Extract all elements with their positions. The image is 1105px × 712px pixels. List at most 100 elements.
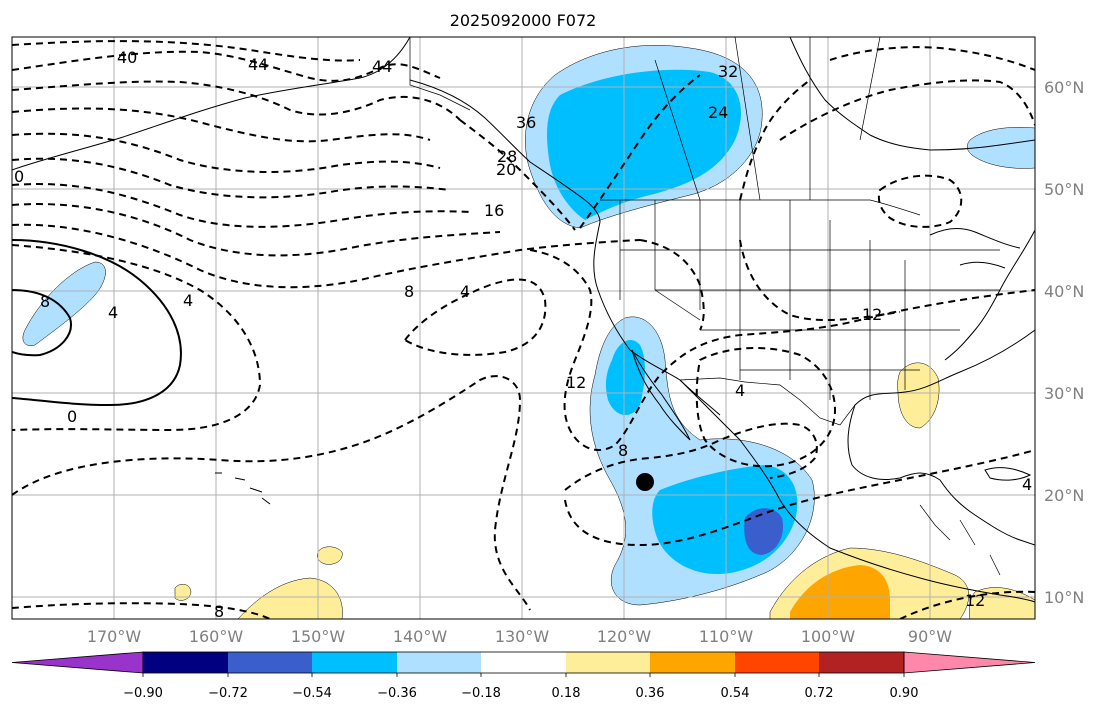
contour-line <box>529 249 1035 451</box>
contour-label: 0 <box>67 407 77 426</box>
contour-label: 4 <box>735 381 745 400</box>
contour-line <box>12 157 451 199</box>
contour-label: 20 <box>496 160 516 179</box>
colorbar-segment <box>650 652 735 673</box>
colorbar-tick-label: 0.72 <box>805 686 834 701</box>
lon-label: 110°W <box>699 627 754 646</box>
contour-label: 40 <box>117 48 137 67</box>
lon-label: 170°W <box>87 627 142 646</box>
lat-label: 50°N <box>1044 180 1084 199</box>
contour-line <box>779 79 1035 141</box>
contour-label: 4 <box>460 282 470 301</box>
contour-line <box>12 50 441 82</box>
great-lakes <box>929 227 1021 269</box>
colorbar-segment <box>566 652 650 673</box>
contour-labels: 40 44 44 32 24 36 28 20 0 16 8 4 4 8 4 0… <box>14 48 1032 621</box>
political-borders <box>409 37 1001 576</box>
contour-line <box>899 590 1035 619</box>
lon-label: 160°W <box>189 627 244 646</box>
lat-label: 10°N <box>1044 588 1084 607</box>
lat-label: 40°N <box>1044 282 1084 301</box>
contour-label: 4 <box>1022 475 1032 494</box>
coastlines <box>12 37 1035 603</box>
colorbar-tick-label: −0.72 <box>208 686 248 701</box>
contour-line <box>12 244 262 432</box>
contour-line <box>829 46 1035 71</box>
colorbar-segment <box>735 652 819 673</box>
contour-label: 36 <box>516 113 536 132</box>
atlantic-coast <box>944 229 1035 361</box>
lon-label: 130°W <box>495 627 550 646</box>
longitude-axis: 170°W 160°W 150°W 140°W 130°W 120°W 110°… <box>87 627 952 646</box>
latitude-axis: 60°N 50°N 40°N 30°N 20°N 10°N <box>1044 78 1084 607</box>
colorbar-segment <box>228 652 312 673</box>
alaska-panhandle-coast <box>409 79 601 223</box>
contour-label: 8 <box>404 282 414 301</box>
contour-line <box>579 74 701 229</box>
map-frame <box>11 36 1036 620</box>
contour-line <box>12 375 531 611</box>
colorbar-tick-label: 0.36 <box>636 686 665 701</box>
colorbar-tick-label: −0.54 <box>292 686 332 701</box>
us-canada-border <box>600 199 921 216</box>
contour-label: 8 <box>618 441 628 460</box>
colorbar-segment <box>481 652 566 673</box>
storm-center-marker <box>636 473 654 491</box>
lon-label: 140°W <box>393 627 448 646</box>
neg-anomaly-canada-core <box>547 69 742 220</box>
contour-line <box>564 449 1035 547</box>
contour-label: 16 <box>484 201 504 220</box>
hawaii-islands <box>215 472 271 505</box>
colorbar-tick-labels: −0.90 −0.72 −0.54 −0.36 −0.18 0.18 0.36 … <box>123 686 918 701</box>
contour-line <box>564 422 818 491</box>
colorbar-tick-label: 0.54 <box>721 686 750 701</box>
mexico-west-coast <box>679 379 1035 603</box>
colorbar-segment <box>312 652 397 673</box>
contour-line <box>12 132 441 173</box>
baja-peninsula <box>631 349 691 441</box>
lat-label: 30°N <box>1044 384 1084 403</box>
hudson-coast <box>789 37 1035 151</box>
pos-anomaly-gulf <box>897 362 940 429</box>
contour-label: 12 <box>965 591 985 610</box>
contour-label: 24 <box>708 103 728 122</box>
contour-label: 0 <box>14 167 24 186</box>
colorbar-segment <box>819 652 904 673</box>
contour-label: 8 <box>214 602 224 621</box>
colorbar-tick-label: 0.90 <box>890 686 919 701</box>
contour-line <box>12 223 641 289</box>
us-mexico-border <box>679 377 856 426</box>
pos-anomaly-small-2 <box>174 584 192 601</box>
colorbar-extend-max <box>903 651 1036 674</box>
contour-line <box>739 79 811 201</box>
contour-line <box>639 239 705 331</box>
colorbar-tick-label: −0.18 <box>461 686 501 701</box>
contour-label: 8 <box>40 292 50 311</box>
contour-line <box>695 347 837 468</box>
colorbar <box>11 651 1036 677</box>
contour-label: 4 <box>108 303 118 322</box>
contour-line <box>459 119 576 231</box>
contour-label: 44 <box>372 57 392 76</box>
colorbar-extend-min <box>11 651 144 674</box>
contour-lines <box>12 40 1035 619</box>
lon-label: 150°W <box>291 627 346 646</box>
contour-label: 12 <box>862 305 882 324</box>
cuba <box>984 467 1032 481</box>
lon-label: 90°W <box>908 627 952 646</box>
contour-label: 44 <box>248 55 268 74</box>
pos-anomaly-hawaii <box>237 577 343 619</box>
strong-neg-anomaly <box>744 508 784 555</box>
contour-line <box>739 239 901 322</box>
alaska-canada-border <box>409 37 471 111</box>
lon-label: 100°W <box>801 627 856 646</box>
pos-anomaly-caribbean <box>968 587 1035 619</box>
contour-label: 28 <box>497 147 517 166</box>
figure-title: 2025092000 F072 <box>450 11 597 30</box>
lat-label: 20°N <box>1044 486 1084 505</box>
central-america-borders <box>919 504 1001 576</box>
pos-anomaly-central-america-core <box>790 565 890 619</box>
contour-line <box>877 174 963 228</box>
colorbar-tick-label: −0.36 <box>377 686 417 701</box>
